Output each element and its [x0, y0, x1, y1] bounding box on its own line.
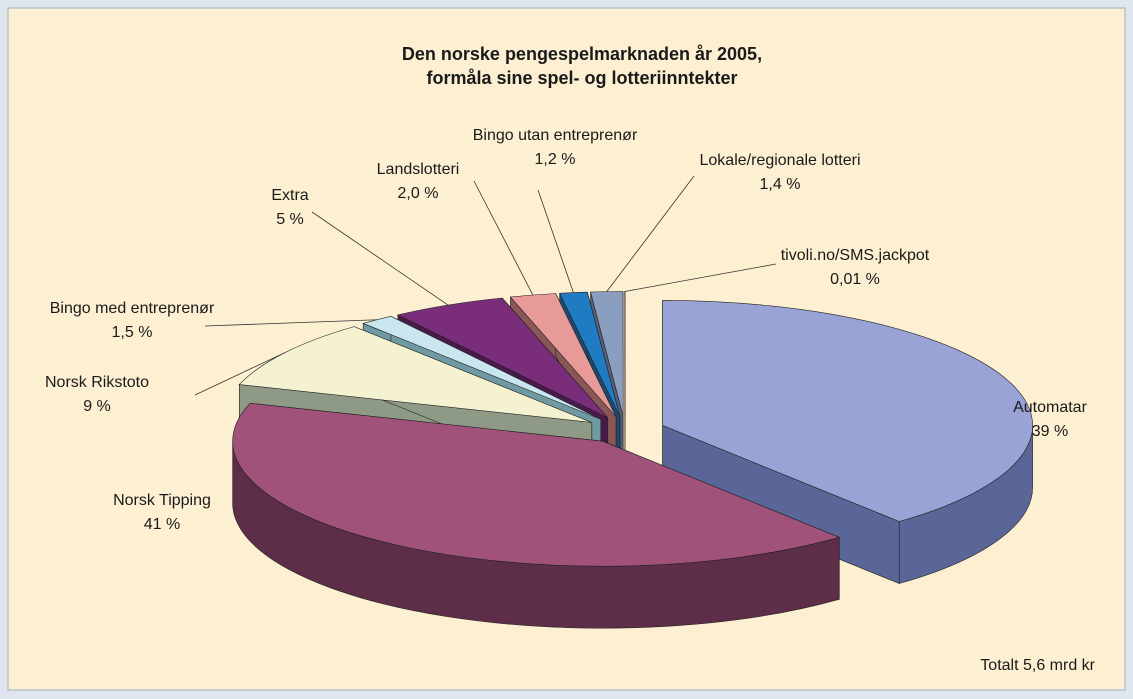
value-label: 5 % [276, 211, 304, 228]
value-label: 1,5 % [112, 324, 153, 341]
leader-line [606, 175, 695, 292]
annotation: Totalt 5,6 mrd kr [980, 657, 1095, 674]
value-label: 0,01 % [830, 271, 880, 288]
slice-top [662, 300, 1033, 522]
leader-line [204, 319, 377, 327]
slice-label: Bingo med entreprenør [50, 300, 215, 317]
value-label: 9 % [83, 398, 111, 415]
slice-label: Automatar [1013, 399, 1087, 416]
leader-line [311, 211, 449, 306]
value-label: 1,4 % [760, 176, 801, 193]
leader-line [537, 189, 574, 293]
slice-label: Norsk Tipping [113, 492, 211, 509]
value-label: 1,2 % [535, 151, 576, 168]
slice [662, 300, 1033, 584]
slice-top [232, 402, 841, 567]
leader-line [194, 352, 285, 396]
slice-label: Bingo utan entreprenør [473, 127, 638, 144]
leader-line [624, 263, 777, 292]
slice [232, 402, 841, 629]
chart-title: formåla sine spel- og lotteriinntekter [426, 68, 737, 88]
leader-line [473, 180, 534, 296]
value-label: 39 % [1032, 423, 1068, 440]
slice-label: Norsk Rikstoto [45, 374, 149, 391]
value-label: 2,0 % [398, 185, 439, 202]
slice-top [362, 315, 601, 420]
slice-label: Landslotteri [377, 161, 460, 178]
slice-label: Extra [271, 187, 308, 204]
slice-label: Lokale/regionale lotteri [700, 152, 861, 169]
slice-top [396, 297, 608, 419]
chart-title: Den norske pengespelmarknaden år 2005, [402, 44, 762, 64]
slice-label: tivoli.no/SMS.jackpot [781, 247, 930, 264]
value-label: 41 % [144, 516, 180, 533]
